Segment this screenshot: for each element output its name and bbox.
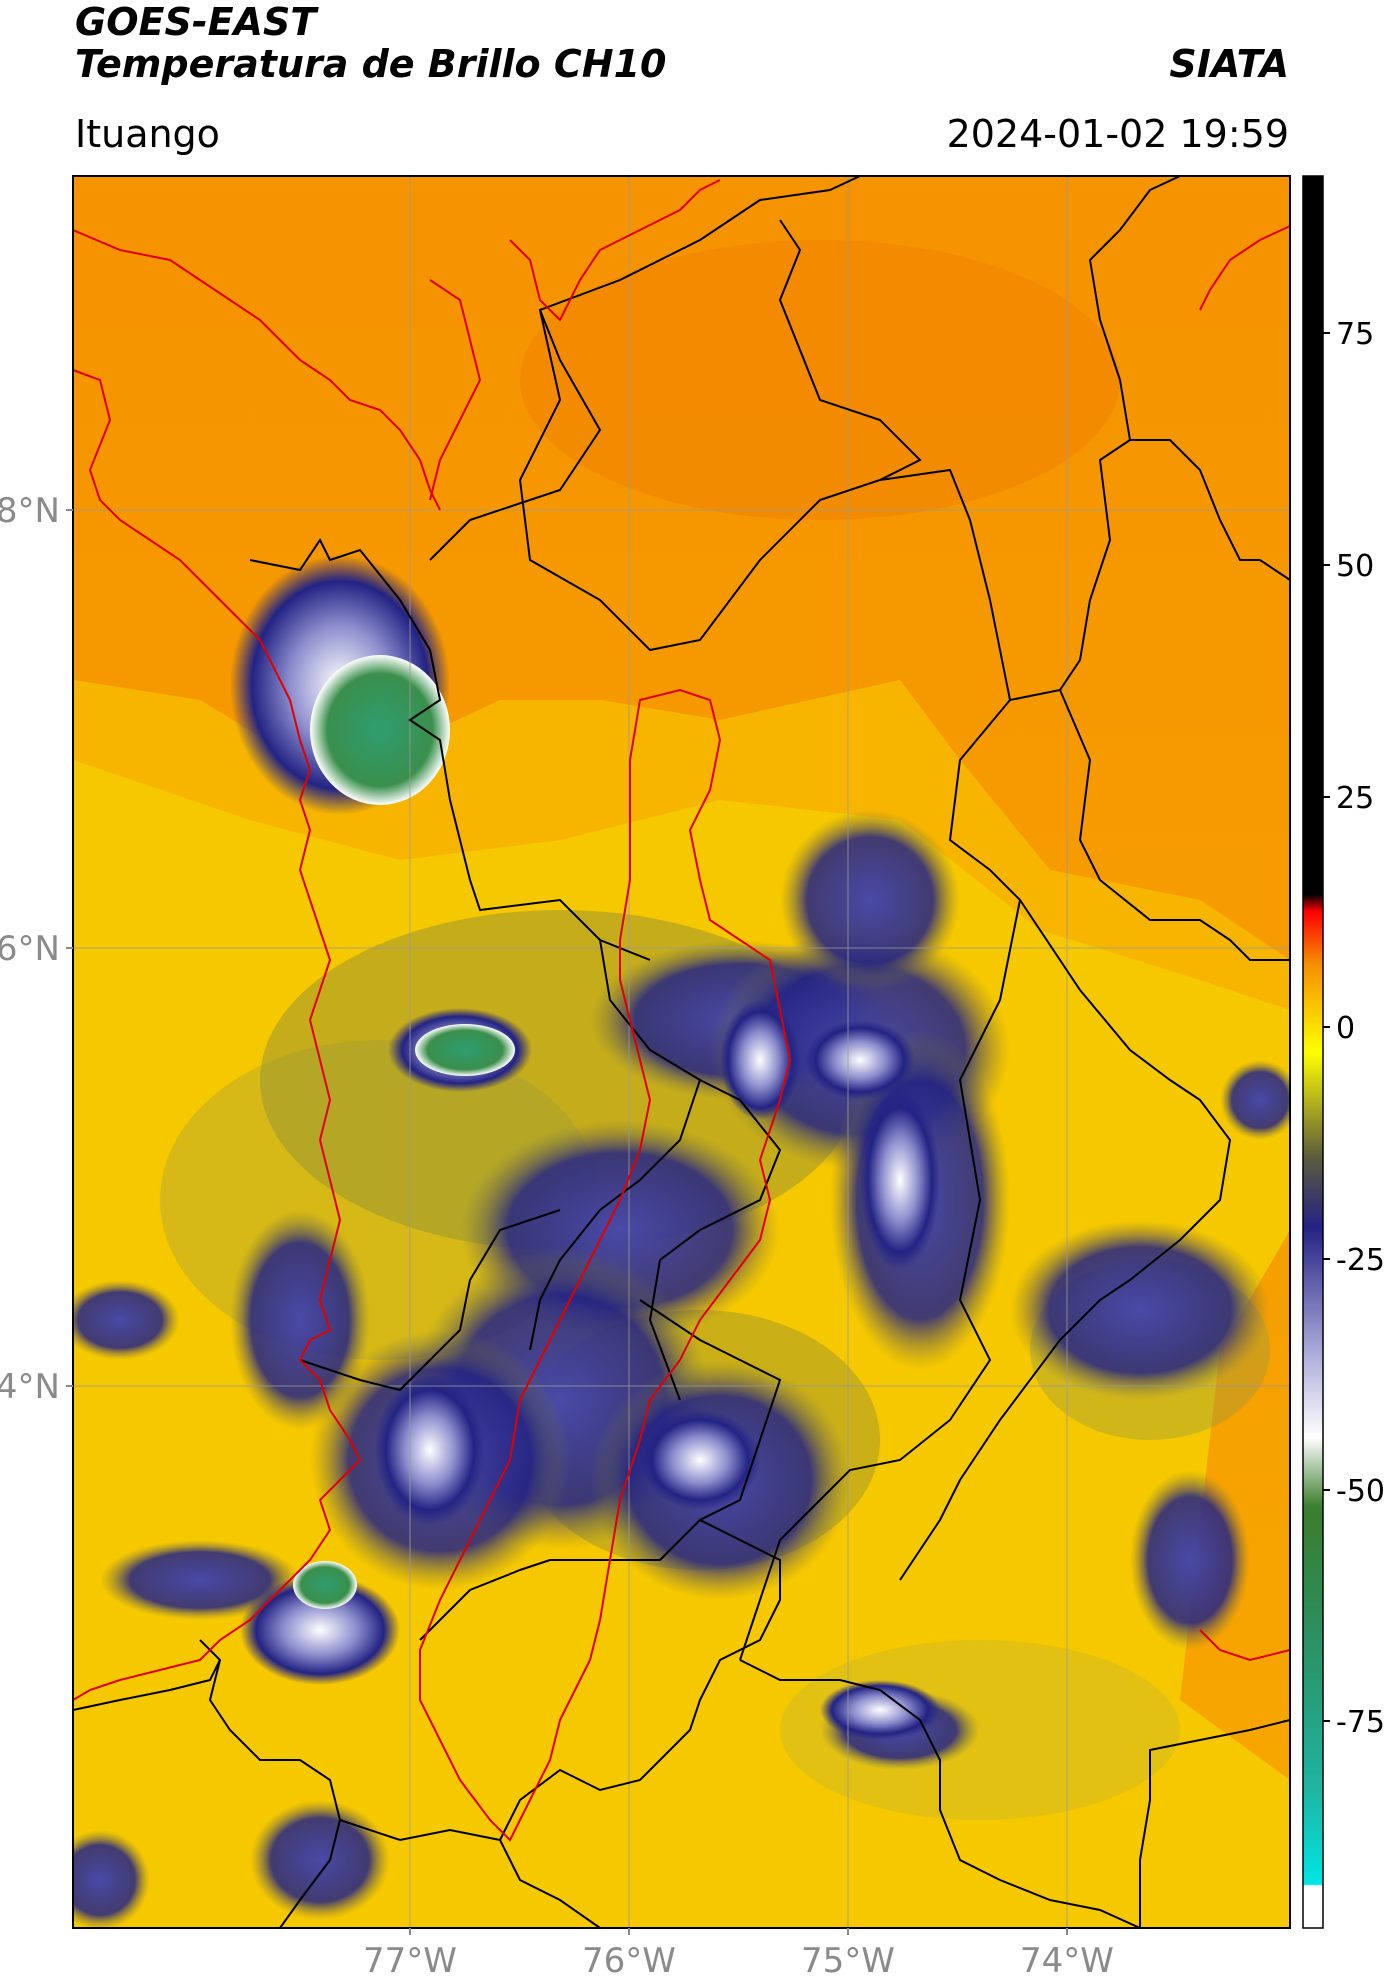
- satellite-title: GOES-EAST: [75, 0, 317, 44]
- colorbar: 75 50 25 0 -25 -50 -75: [1302, 175, 1384, 1929]
- lon-label-76w: 76°W: [582, 1941, 676, 1981]
- lat-label-8n: 8°N: [0, 491, 60, 531]
- department-borders: [73, 176, 1290, 1928]
- colorbar-tick-minus25: -25: [1336, 1243, 1384, 1278]
- product-title: Temperatura de Brillo CH10: [75, 42, 667, 86]
- colorbar-tick-0: 0: [1336, 1011, 1355, 1046]
- lon-label-77w: 77°W: [363, 1941, 457, 1981]
- colorbar-scale: [1302, 175, 1324, 1929]
- lon-label-75w: 75°W: [801, 1941, 895, 1981]
- lon-label-74w: 74°W: [1020, 1941, 1114, 1981]
- colorbar-tick-75: 75: [1336, 317, 1374, 352]
- map-frame: [72, 175, 1291, 1929]
- location-label: Ituango: [75, 112, 220, 156]
- lat-label-4n: 4°N: [0, 1367, 60, 1407]
- colorbar-tick-minus75: -75: [1336, 1705, 1384, 1740]
- colorbar-tick-minus50: -50: [1336, 1474, 1384, 1509]
- organization-label: SIATA: [1169, 42, 1289, 86]
- timestamp-label: 2024-01-02 19:59: [946, 112, 1289, 156]
- coastline-outline: [73, 179, 1290, 1842]
- lat-label-6n: 6°N: [0, 929, 60, 969]
- colorbar-tick-25: 25: [1336, 781, 1374, 816]
- map-image: [73, 176, 1290, 1928]
- colorbar-tick-50: 50: [1336, 549, 1374, 584]
